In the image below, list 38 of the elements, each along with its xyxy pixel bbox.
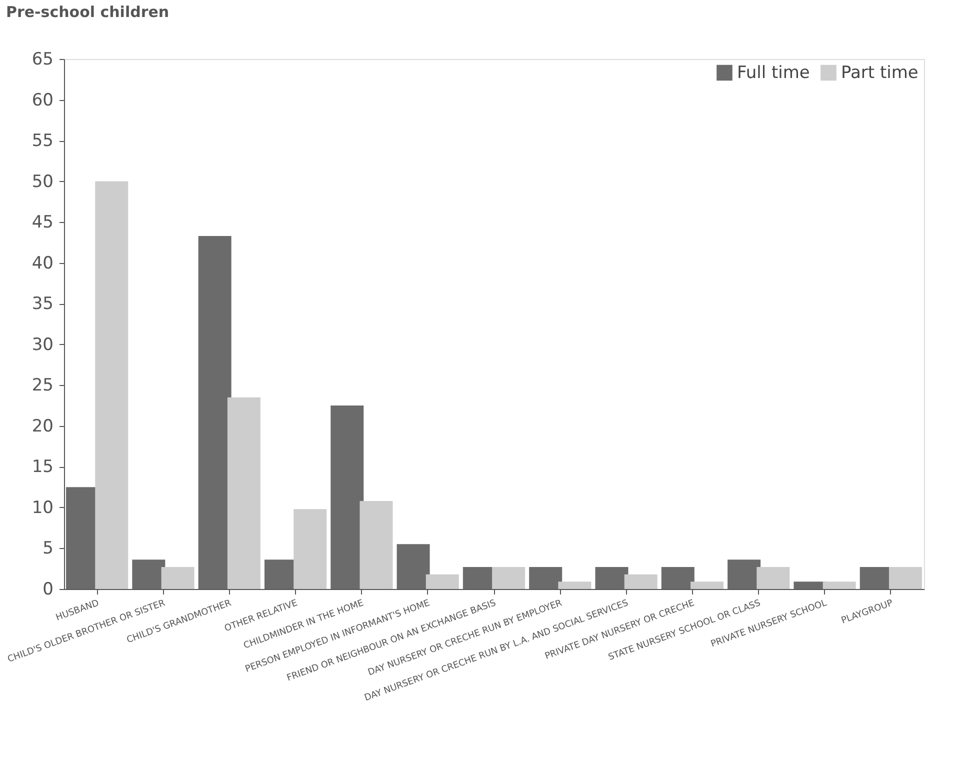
- bar: [558, 582, 592, 589]
- bar: [396, 544, 430, 589]
- y-tick-label: 55: [32, 131, 54, 152]
- y-tick-label: 25: [32, 376, 54, 396]
- y-tick-label: 20: [32, 416, 54, 436]
- chart-title: Pre-school children: [6, 3, 170, 21]
- legend-label: Part time: [841, 62, 918, 83]
- bar: [161, 566, 194, 589]
- bar: [360, 500, 393, 589]
- y-tick-label: 45: [32, 212, 54, 233]
- bar: [330, 406, 364, 589]
- bar: [661, 566, 694, 589]
- bar: [132, 560, 166, 589]
- y-tick-label: 5: [42, 538, 54, 559]
- bar: [227, 397, 260, 589]
- y-tick-label: 60: [32, 90, 54, 110]
- bar: [595, 566, 628, 589]
- bar: [728, 560, 761, 589]
- y-tick-label: 65: [32, 50, 54, 70]
- bar: [888, 566, 922, 589]
- y-tick-label: 10: [32, 498, 54, 518]
- bar: [690, 582, 724, 589]
- bar: [492, 566, 526, 589]
- y-tick-label: 40: [32, 253, 54, 274]
- y-tick-label: 30: [32, 334, 54, 355]
- bar: [95, 181, 128, 589]
- legend-label: Full time: [737, 62, 810, 83]
- bar: [624, 574, 658, 589]
- bar: [198, 236, 232, 589]
- bar: [294, 509, 327, 589]
- y-tick-label: 15: [32, 457, 54, 478]
- bar: [529, 566, 562, 589]
- bar: [756, 566, 790, 589]
- y-tick-label: 50: [32, 172, 54, 192]
- y-tick-label: 35: [32, 294, 54, 314]
- bar: [426, 574, 459, 589]
- bar: [822, 582, 856, 589]
- y-tick-label: 0: [42, 580, 54, 600]
